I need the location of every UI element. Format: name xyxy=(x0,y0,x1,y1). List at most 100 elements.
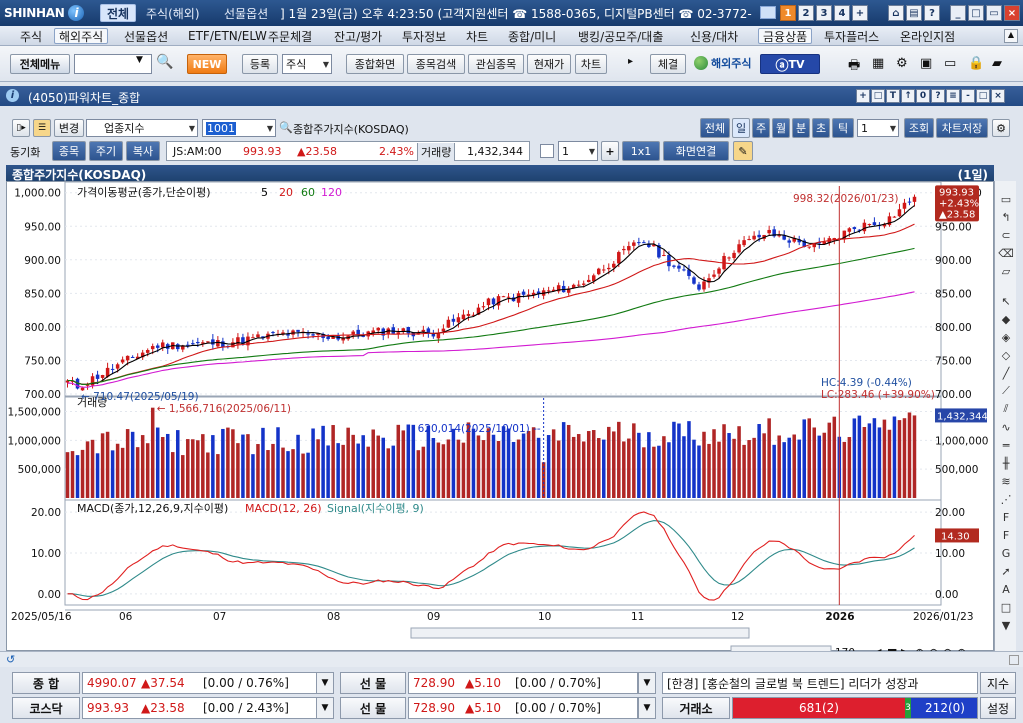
box-tool-icon[interactable]: □ xyxy=(1000,600,1012,614)
folder-icon[interactable]: ▰ xyxy=(992,56,1002,71)
current-price-button[interactable]: 현재가 xyxy=(527,54,571,74)
chart-settings-icon[interactable]: ⚙ xyxy=(992,119,1010,137)
refresh-icon[interactable]: ↺ xyxy=(6,653,16,666)
code-search-icon[interactable]: 🔍 xyxy=(279,121,293,134)
ticker-fut2-dropdown[interactable]: ▼ xyxy=(638,697,656,719)
win-pin-button[interactable]: □ xyxy=(871,89,885,103)
vline-tool-icon[interactable]: ╫ xyxy=(1002,456,1010,470)
fan-tool-icon[interactable]: ⋰ xyxy=(1000,492,1012,506)
menu-item-financial-products[interactable]: 금융상품 xyxy=(758,28,813,44)
menu-item-overseas-stock[interactable]: 해외주식 xyxy=(54,28,109,44)
wave-tool-icon[interactable]: ∿ xyxy=(1001,420,1011,434)
screen-button-3[interactable]: 3 xyxy=(816,5,832,21)
tab-futures-label[interactable]: 선물옵션 xyxy=(224,4,268,22)
win-text-button[interactable]: T xyxy=(886,89,900,103)
win-minimize-button[interactable]: - xyxy=(961,89,975,103)
lock-icon[interactable]: 🔒 xyxy=(968,56,985,71)
text-tool-icon[interactable]: A xyxy=(1002,582,1010,596)
summary-screen-button[interactable]: 종합화면 xyxy=(346,54,404,74)
magnet-tool-icon[interactable]: ⊂ xyxy=(1001,228,1011,242)
ticker-fut1-dropdown[interactable]: ▼ xyxy=(638,672,656,694)
news-ticker[interactable]: [한경] [홍순철의 글로벌 북 트렌드] 리더가 성장과 xyxy=(662,672,978,694)
cursor-tool-icon[interactable]: ↖ xyxy=(1001,294,1011,308)
win-menu-button[interactable]: ≡ xyxy=(946,89,960,103)
fibo-tool-icon[interactable]: ≋ xyxy=(1001,474,1011,488)
win-add-button[interactable]: + xyxy=(856,89,870,103)
color-tool-icon[interactable]: ◆ xyxy=(1001,312,1011,326)
gear-icon[interactable]: ⚙ xyxy=(896,56,908,71)
undo-tool-icon[interactable]: ↰ xyxy=(1001,210,1011,224)
market-select[interactable]: 주식 xyxy=(282,54,332,74)
menu-item-chart[interactable]: 차트 xyxy=(466,29,489,44)
period-all-tab[interactable]: 전체 xyxy=(700,118,730,138)
tab-all[interactable]: 전체 xyxy=(100,4,137,22)
search-icon[interactable]: 🔍 xyxy=(156,54,174,70)
paint-tool-icon[interactable]: ◇ xyxy=(1001,348,1011,362)
fibo-ext-icon[interactable]: F xyxy=(1002,528,1010,542)
chevron-down-icon[interactable]: ▼ xyxy=(136,55,143,65)
tv-button[interactable]: ⓐ TV xyxy=(760,54,820,74)
period-count-select[interactable]: 1 xyxy=(857,119,899,137)
period-tick-tab[interactable]: 틱 xyxy=(832,118,854,138)
win-help-button[interactable]: ? xyxy=(931,89,945,103)
period-minute-tab[interactable]: 분 xyxy=(792,118,810,138)
ticker-kosdaq-dropdown[interactable]: ▼ xyxy=(316,697,334,719)
menu-item-mini[interactable]: 종합/미니 xyxy=(508,29,557,44)
restore-icon[interactable]: ▭ xyxy=(986,5,1002,21)
win-top-button[interactable]: ↑ xyxy=(901,89,915,103)
win-zero-button[interactable]: 0 xyxy=(916,89,930,103)
sync-period-tab[interactable]: 주기 xyxy=(89,141,123,161)
menu-search-input[interactable] xyxy=(74,54,152,74)
change-button[interactable]: 변경 xyxy=(54,119,84,137)
contract-button[interactable]: 체결 xyxy=(650,54,686,74)
menu-item-order[interactable]: 주문체결 xyxy=(268,29,313,44)
monitor-icon[interactable] xyxy=(760,6,776,19)
period-week-tab[interactable]: 주 xyxy=(752,118,770,138)
scroll-down-icon[interactable]: ▼ xyxy=(1001,618,1011,632)
win-close-button[interactable]: × xyxy=(991,89,1005,103)
printer-icon[interactable]: 🖶 xyxy=(848,58,861,73)
layout-count-select[interactable]: 1 xyxy=(558,141,598,161)
menu-item-balance[interactable]: 잔고/평가 xyxy=(334,29,383,44)
register-button[interactable]: 등록 xyxy=(242,54,278,74)
category-select[interactable]: 업종지수 xyxy=(86,119,198,137)
period-day-tab[interactable]: 일 xyxy=(732,118,750,138)
hline-tool-icon[interactable]: ═ xyxy=(1002,438,1010,452)
trend-tool-icon[interactable]: ⟋ xyxy=(1002,384,1010,397)
new-badge-button[interactable]: NEW xyxy=(187,54,227,74)
screen-button-2[interactable]: 2 xyxy=(798,5,814,21)
menu-item-online-branch[interactable]: 온라인지점 xyxy=(900,29,956,44)
home-icon[interactable]: ⌂ xyxy=(888,5,904,21)
menu-item-stock[interactable]: 주식 xyxy=(20,29,43,44)
screen-button-4[interactable]: 4 xyxy=(834,5,850,21)
channel-tool-icon[interactable]: ⫽ xyxy=(1003,402,1009,415)
layout-add-button[interactable]: + xyxy=(601,141,619,161)
help-icon[interactable]: ? xyxy=(924,5,940,21)
settings-button[interactable]: 설정 xyxy=(980,697,1016,719)
sync-copy-tab[interactable]: 복사 xyxy=(126,141,160,161)
chart-area[interactable]: 1,000.001,000.00950.00950.00900.00900.00… xyxy=(6,181,995,659)
screen-button-1[interactable]: 1 xyxy=(780,5,796,21)
menu-item-banking[interactable]: 뱅킹/공모주/대출 xyxy=(578,29,664,44)
all-menu-button[interactable]: 전체메뉴 xyxy=(10,54,70,74)
maximize-icon[interactable]: □ xyxy=(968,5,984,21)
tab-overseas-stock[interactable]: 주식(해외) xyxy=(146,6,200,21)
sync-stock-tab[interactable]: 종목 xyxy=(52,141,86,161)
calculator-icon[interactable]: ▦ xyxy=(872,56,885,71)
ticker-kospi-dropdown[interactable]: ▼ xyxy=(316,672,334,694)
gann-tool-icon[interactable]: G xyxy=(1001,546,1011,560)
period-second-tab[interactable]: 초 xyxy=(812,118,830,138)
overseas-stock-link[interactable]: 해외주식 xyxy=(694,55,751,71)
period-month-tab[interactable]: 월 xyxy=(772,118,790,138)
line-tool-icon[interactable]: ╱ xyxy=(1002,366,1010,380)
screen-add-button[interactable]: + xyxy=(852,5,868,21)
index-toggle-button[interactable]: 지수 xyxy=(980,672,1016,694)
win-maximize-button[interactable]: □ xyxy=(976,89,990,103)
close-icon[interactable]: × xyxy=(1004,5,1020,21)
arrow-tool-icon[interactable]: ➚ xyxy=(1001,564,1011,578)
chart-svg[interactable]: 1,000.001,000.00950.00950.00900.00900.00… xyxy=(7,181,995,659)
menu-item-etf[interactable]: ETF/ETN/ELW xyxy=(188,29,267,43)
code-input[interactable]: 1001 xyxy=(202,119,276,137)
menu-item-invest-info[interactable]: 투자정보 xyxy=(402,29,447,44)
watchlist-button[interactable]: 관심종목 xyxy=(468,54,524,74)
